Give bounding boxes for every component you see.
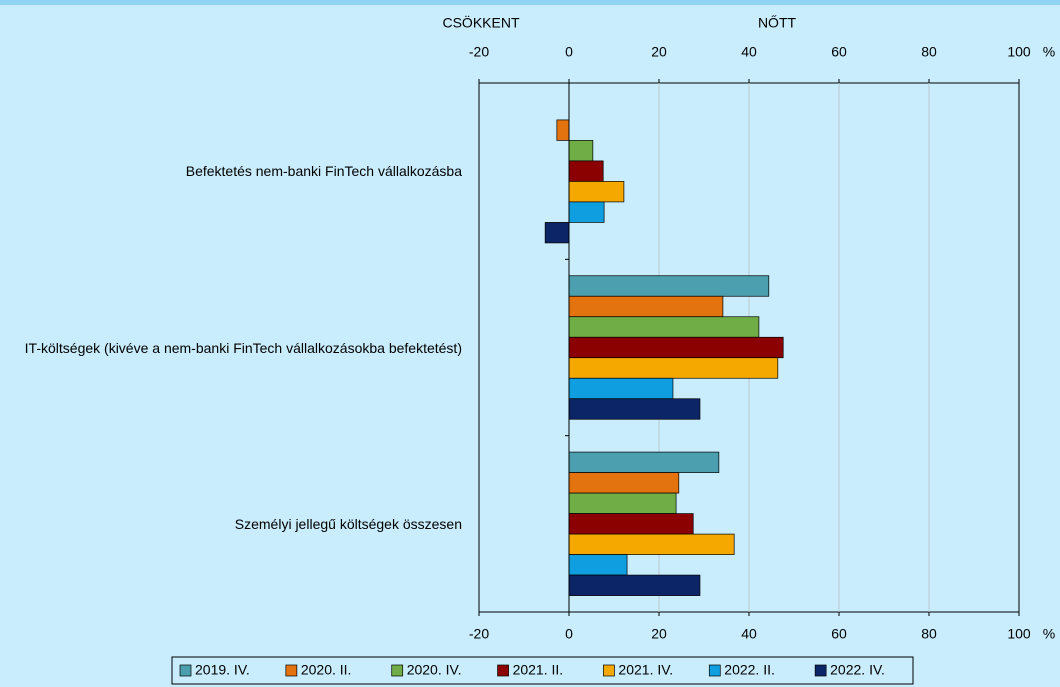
legend-label: 2021. IV. (618, 662, 673, 678)
category-label: Befektetés nem-banki FinTech vállalkozás… (10, 160, 462, 182)
legend-label: 2021. II. (513, 662, 564, 678)
legend-swatch (603, 664, 615, 677)
bar (568, 398, 701, 420)
bar (568, 357, 779, 379)
x-tick-label: 0 (565, 626, 573, 642)
legend-swatch (814, 664, 827, 677)
category-text: IT-költségek (kivéve a nem-banki FinTech… (24, 339, 462, 356)
unit-label: % (1043, 44, 1055, 60)
category-label: IT-költségek (kivéve a nem-banki FinTech… (10, 337, 462, 359)
x-tick-label: 60 (831, 626, 847, 642)
legend-label: 2022. IV. (830, 662, 885, 678)
x-tick-label: 100 (1007, 626, 1031, 642)
x-tick-label: 20 (651, 44, 667, 60)
category-text: Befektetés nem-banki FinTech vállalkozás… (185, 163, 462, 180)
legend-swatch (497, 664, 509, 677)
x-tick-label: 20 (651, 626, 667, 642)
x-tick-label: 40 (741, 626, 757, 642)
category-label: Személyi jellegű költségek összesen (10, 513, 462, 535)
bar (568, 451, 720, 473)
x-tick-label: 100 (1007, 44, 1031, 60)
bar (568, 181, 625, 203)
legend-swatch (708, 664, 721, 677)
bar (568, 472, 680, 494)
bar (568, 574, 701, 596)
category-text: Személyi jellegű költségek összesen (234, 515, 462, 532)
legend-label: 2019. IV. (195, 662, 250, 678)
bar (568, 492, 677, 514)
legend-swatch (391, 664, 404, 677)
bar (568, 533, 735, 555)
x-tick-label: 0 (565, 44, 573, 60)
unit-label: % (1043, 626, 1055, 642)
bar (568, 554, 628, 576)
annotation: CSÖKKENT (442, 14, 519, 31)
legend-label: 2020. II. (301, 662, 352, 678)
legend-label: 2020. IV. (407, 662, 462, 678)
bar (568, 275, 770, 297)
bar (568, 316, 760, 338)
bar (568, 295, 724, 318)
x-tick-label: -20 (469, 44, 489, 60)
legend-label: 2022. II. (724, 662, 775, 678)
x-tick-label: 80 (921, 44, 937, 60)
legend-swatch (179, 664, 192, 677)
x-tick-label: 40 (741, 44, 757, 60)
bar (568, 201, 605, 223)
bar (568, 377, 674, 400)
x-tick-label: 80 (921, 626, 937, 642)
bar (568, 140, 594, 162)
legend-swatch (285, 664, 298, 677)
bar (556, 119, 570, 141)
top-stripe (0, 0, 1060, 5)
x-tick-label: -20 (469, 626, 489, 642)
bar (568, 513, 694, 535)
annotation: NŐTT (758, 15, 797, 31)
bar (544, 222, 570, 244)
x-tick-label: 60 (831, 44, 847, 60)
bar (568, 336, 784, 359)
bar (568, 160, 604, 182)
